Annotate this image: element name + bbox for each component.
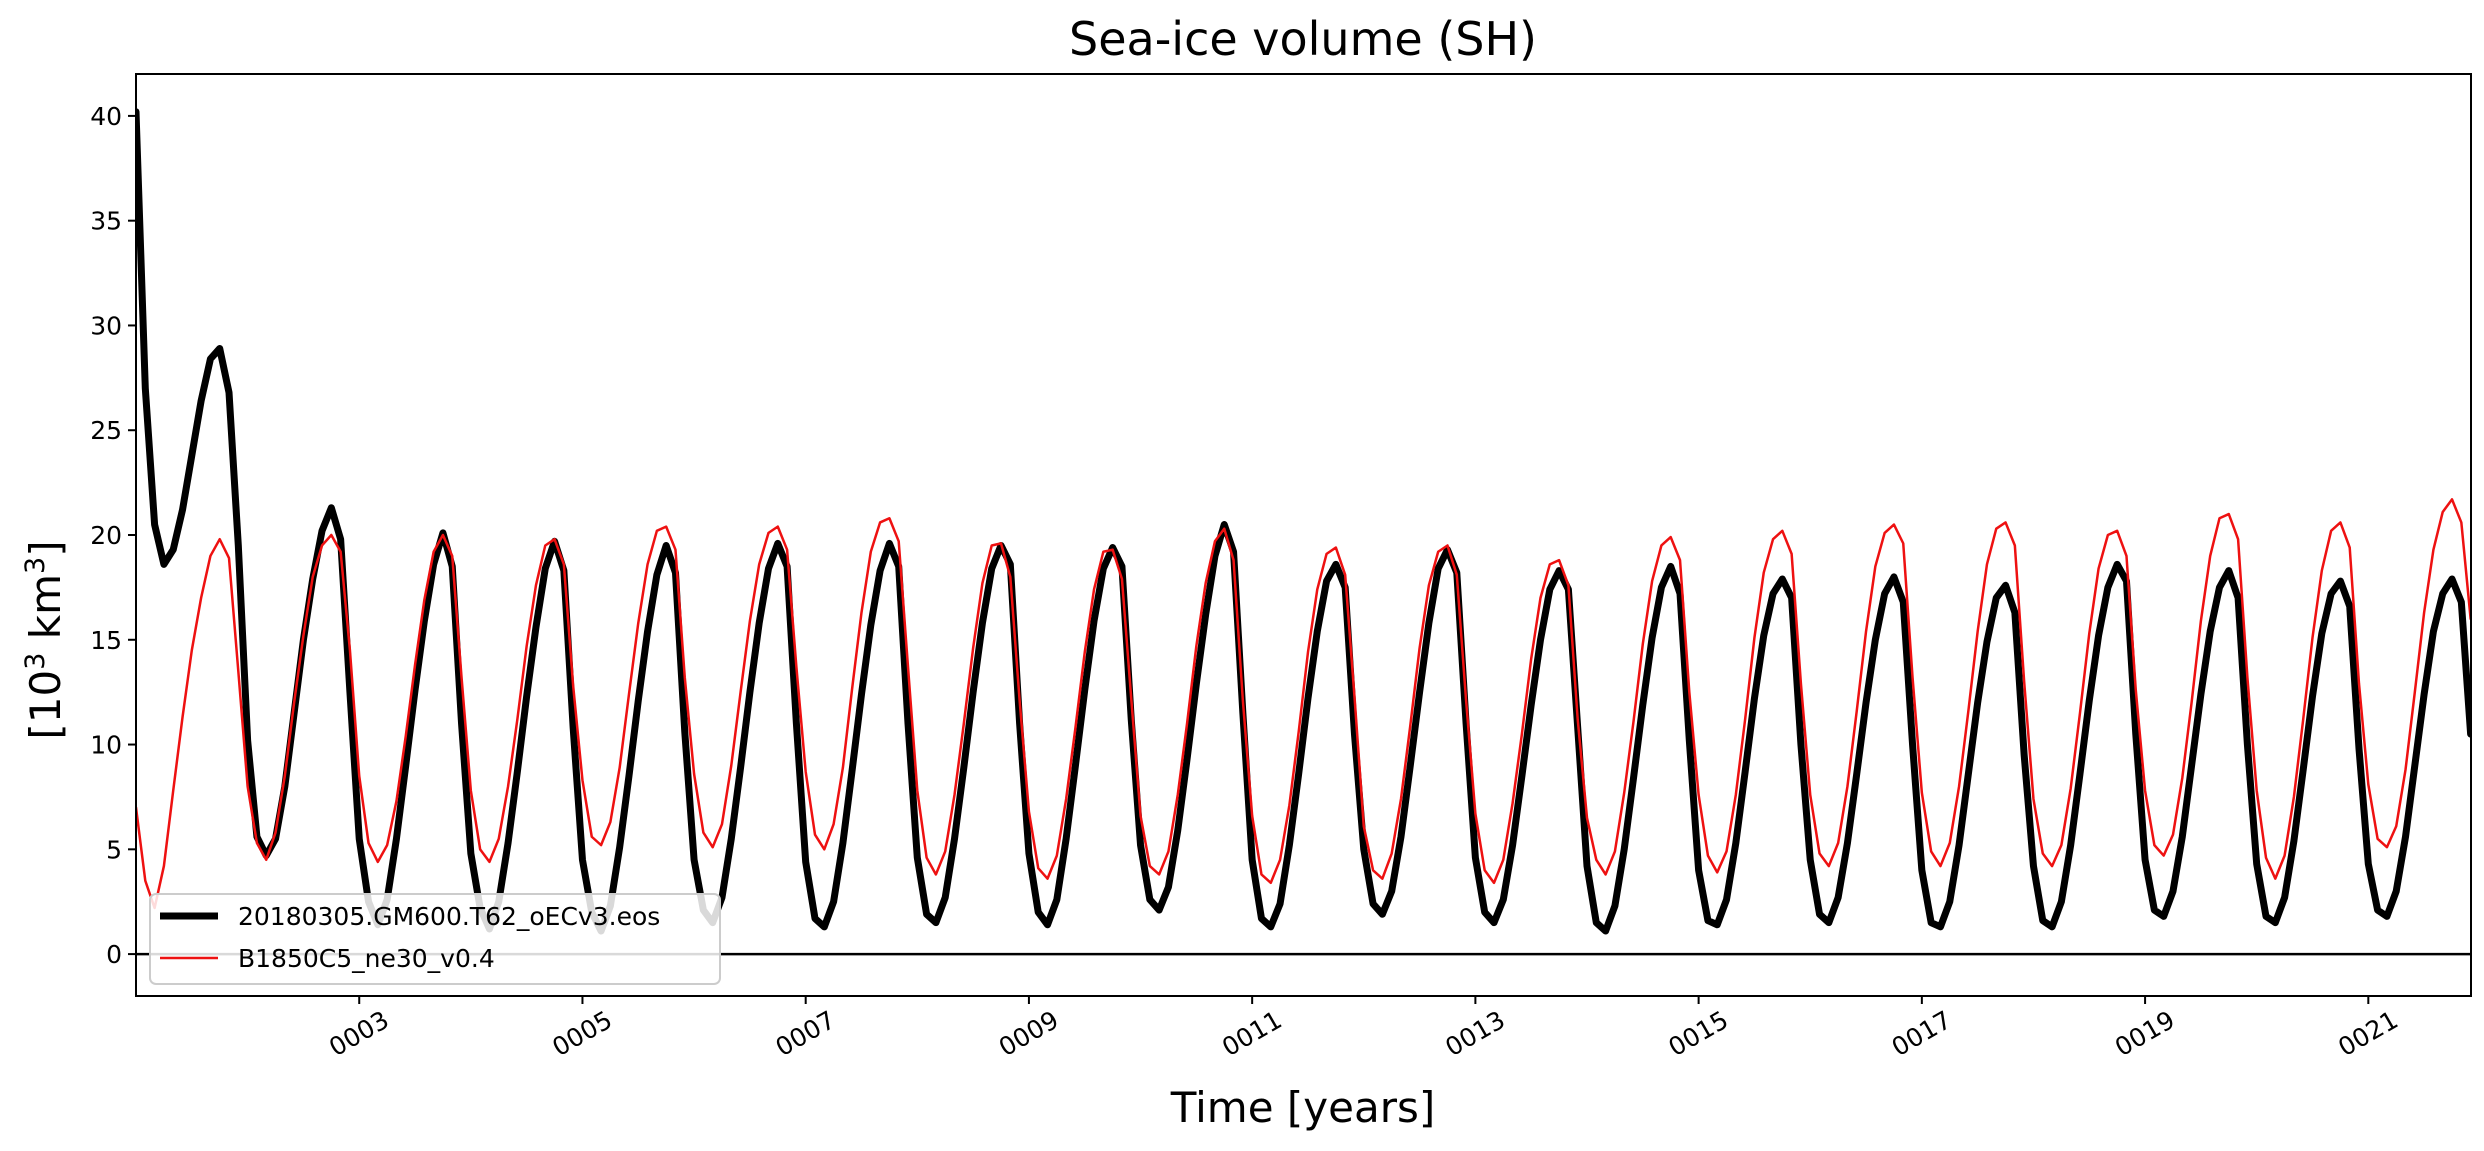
y-label-middle: km [21, 574, 70, 653]
x-tick-label: 0021 [2333, 1005, 2403, 1062]
x-tick-label: 0005 [547, 1005, 617, 1062]
series-line-gm600 [136, 108, 2471, 935]
legend-label-b1850c5: B1850C5_ne30_v0.4 [238, 944, 495, 973]
chart-title: Sea-ice volume (SH) [1069, 12, 1537, 66]
y-tick-label: 20 [90, 521, 122, 550]
y-tick-label: 40 [90, 102, 122, 131]
x-tick-label: 0013 [1440, 1005, 1510, 1062]
legend: 20180305.GM600.T62_oECv3.eos B1850C5_ne3… [149, 893, 721, 985]
x-tick-label: 0009 [994, 1005, 1064, 1062]
y-tick-label: 35 [90, 207, 122, 236]
svg-text:[103 km3]: [103 km3] [20, 540, 70, 739]
y-tick-label: 30 [90, 311, 122, 340]
y-tick-label: 15 [90, 626, 122, 655]
x-tick-label: 0011 [1217, 1005, 1287, 1062]
y-axis-label: [103 km3] [20, 540, 70, 739]
y-label-suffix: ] [21, 540, 70, 556]
y-label-sup1: 3 [20, 653, 51, 670]
y-tick-label: 5 [106, 835, 122, 864]
y-label-prefix: [10 [21, 670, 70, 740]
x-tick-label: 0007 [771, 1005, 841, 1062]
legend-box [149, 893, 721, 985]
x-axis-label: Time [years] [1170, 1083, 1436, 1132]
x-tick-label: 0017 [1887, 1005, 1957, 1062]
series-line-b1850c5 [136, 498, 2471, 910]
y-tick-label: 0 [106, 940, 122, 969]
series-layer [136, 108, 2471, 935]
plot-frame [135, 73, 2472, 997]
x-tick-label: 0003 [324, 1005, 394, 1062]
legend-label-gm600: 20180305.GM600.T62_oECv3.eos [238, 902, 660, 931]
y-tick-label: 10 [90, 731, 122, 760]
y-tick-label: 25 [90, 416, 122, 445]
x-tick-label: 0019 [2110, 1005, 2180, 1062]
x-tick-label: 0015 [1664, 1005, 1734, 1062]
y-label-sup2: 3 [20, 557, 51, 574]
